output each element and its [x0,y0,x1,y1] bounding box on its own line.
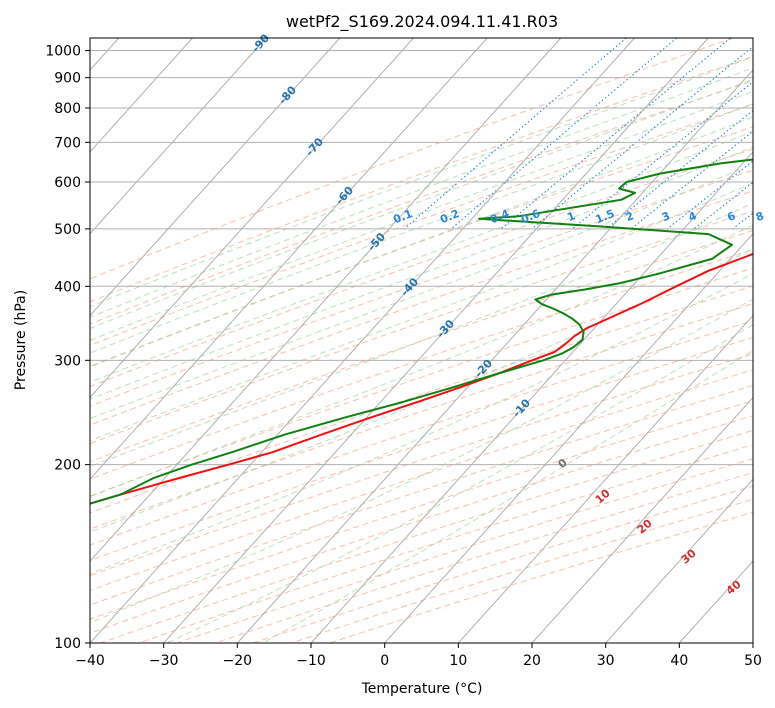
moist-adiabat-line [90,90,753,341]
x-tick-label: −20 [223,653,253,669]
dry-adiabat-line [90,210,753,445]
isotherm-gridline [90,38,341,317]
x-tick-label: 20 [523,653,541,669]
y-tick-label: 600 [54,175,81,191]
x-tick-label: 10 [449,653,467,669]
y-tick-label: 900 [54,71,81,87]
mixing-ratio-line [500,38,731,230]
dry-adiabat-line [90,38,734,280]
y-tick-label: 800 [54,101,81,117]
mixing-ratio-line [605,109,753,230]
x-tick-label: 50 [744,653,762,669]
dry-adiabat-line [90,303,753,530]
x-tick-label: −30 [149,653,179,669]
x-tick-label: 30 [597,653,615,669]
dry-adiabat-line [90,384,753,606]
x-tick-label: −10 [296,653,326,669]
isotherm-gridline [310,151,753,643]
mixing-ratio-label: 3 [660,209,672,224]
plot-frame [89,37,754,644]
moist-adiabat-line [262,349,753,643]
moist-adiabat-line [90,182,753,442]
moist-adiabat-line [90,56,753,308]
mixing-ratio-label: 10 [773,208,775,226]
moist-adiabat-line [90,103,753,354]
mixing-ratio-label: 2 [624,209,636,224]
y-tick-label: 1000 [45,44,81,60]
x-axis: −40 −30 −20 −10 0 10 20 30 40 50 [75,643,762,669]
mixing-ratio-line [531,45,753,230]
dry-adiabat-line [90,126,753,367]
y-tick-label: 300 [54,353,81,369]
mixing-ratio-line [693,181,753,230]
y-tick-label: 400 [54,279,81,295]
moist-adiabat-line [90,163,753,420]
sounding-profiles [90,158,753,505]
mixing-ratio-line [403,38,627,230]
dry-adiabat-line [90,320,753,546]
mixing-ratio-label: 1 [565,209,577,224]
isotherm-gridline [605,478,753,643]
x-tick-label: −40 [75,653,105,669]
moist-adiabat-line [90,272,753,575]
y-tick-label: 100 [54,636,81,652]
isotherm-gridline [90,38,635,643]
mixing-ratio-label: 8 [754,209,766,224]
isotherm-gridline [90,38,414,399]
x-axis-label: Temperature (°C) [361,681,483,697]
moist-adiabat-line [90,116,753,368]
dry-adiabat-line [90,353,753,577]
isotherm-gridline [90,38,488,481]
moist-adiabat-line [90,130,753,383]
chart-title: wetPf2_S169.2024.094.11.41.R03 [286,12,558,32]
isotherm-gridline [163,38,709,643]
y-tick-label: 200 [54,458,81,474]
dry-adiabat-line [90,267,753,497]
isobar-gridlines [90,50,753,643]
isotherm-gridline [90,38,193,153]
isotherm-gridline [90,38,562,562]
dewpoint-profile-line [90,158,753,505]
dry-adiabat-line [90,148,753,388]
isotherm-gridline [531,396,753,643]
isotherm-gridline [90,38,267,235]
plot-area [90,38,753,643]
isotherm-gridline [457,314,753,643]
moist-adiabat-line [90,67,753,318]
isotherm-gridlines [90,38,753,643]
x-tick-label: 0 [380,653,389,669]
y-axis-label: Pressure (hPa) [13,290,29,390]
isotherm-gridline [384,232,753,643]
y-tick-label: 500 [54,222,81,238]
mixing-ratio-line [630,130,753,230]
dry-adiabat-line [90,248,753,480]
temperature-profile-line [90,252,753,505]
moist-adiabat-line [90,224,753,498]
mixing-ratio-line [572,81,753,230]
dry-adiabat-line [90,190,753,426]
isotherm-gridline [236,69,753,643]
dry-adiabat-line [90,55,753,303]
x-tick-label: 40 [670,653,688,669]
y-tick-label: 700 [54,135,81,151]
y-axis: 100 200 300 400 500 600 700 800 900 1000 [45,44,90,652]
moist-adiabat-line [90,146,753,400]
